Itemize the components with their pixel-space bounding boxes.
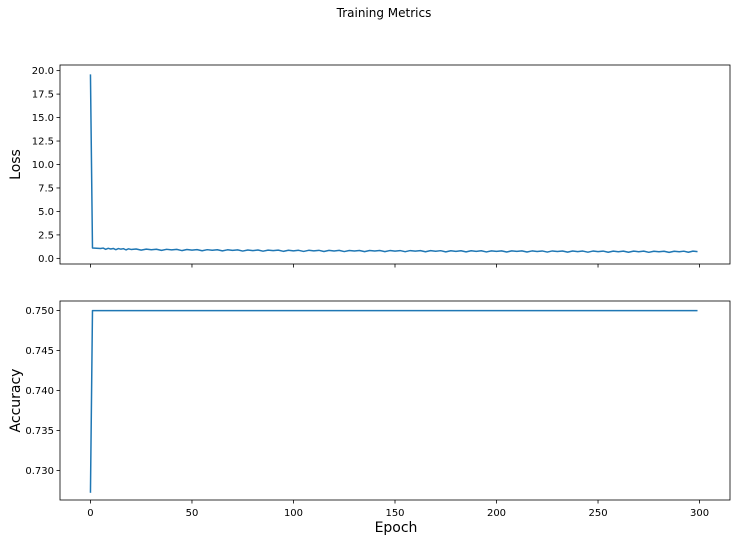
accuracy-plot-frame xyxy=(59,300,731,501)
accuracy-y-tick-label: 0.730 xyxy=(25,466,54,477)
accuracy-y-ticks: 0.730 0.735 0.740 0.745 0.750 xyxy=(25,306,60,477)
loss-y-tick-label: 20.0 xyxy=(32,66,54,77)
x-tick-label: 100 xyxy=(284,508,303,519)
x-tick-label: 50 xyxy=(186,508,199,519)
x-tick-label: 200 xyxy=(487,508,506,519)
loss-y-tick-label: 5.0 xyxy=(38,207,54,218)
loss-y-tick-label: 10.0 xyxy=(32,160,54,171)
x-tick-label: 0 xyxy=(87,508,93,519)
x-tick-label: 250 xyxy=(588,508,607,519)
accuracy-y-tick-label: 0.750 xyxy=(25,306,54,317)
loss-y-tick-label: 7.5 xyxy=(38,183,54,194)
loss-y-tick-label: 0.0 xyxy=(38,254,54,265)
accuracy-y-tick-label: 0.740 xyxy=(25,386,54,397)
loss-y-tick-label: 2.5 xyxy=(38,230,54,241)
accuracy-y-tick-label: 0.735 xyxy=(25,426,54,437)
chart-title: Training Metrics xyxy=(336,6,432,20)
loss-plot-frame xyxy=(59,64,731,265)
loss-x-ticks xyxy=(90,264,700,268)
x-tick-label: 300 xyxy=(690,508,709,519)
x-axis-label: Epoch xyxy=(375,520,418,536)
accuracy-series-line xyxy=(89,309,698,493)
accuracy-y-tick-label: 0.745 xyxy=(25,346,54,357)
loss-y-tick-label: 12.5 xyxy=(32,137,54,148)
x-tick-label: 150 xyxy=(385,508,404,519)
accuracy-x-ticks: 0 50 100 150 200 250 300 xyxy=(87,500,709,519)
accuracy-subplot: 0.730 0.735 0.740 0.745 0.750 0 50 100 150 200 25… xyxy=(8,300,731,519)
loss-subplot: 0.0 2.5 5.0 7.5 10.0 12.5 15.0 17.5 20.0 Loss xyxy=(8,64,731,268)
accuracy-axis-label: Accuracy xyxy=(8,369,24,433)
loss-y-ticks: 0.0 2.5 5.0 7.5 10.0 12.5 15.0 17.5 20.0 xyxy=(32,66,60,265)
loss-axis-label: Loss xyxy=(8,149,24,180)
loss-series-line xyxy=(89,74,698,254)
loss-y-tick-label: 17.5 xyxy=(32,90,54,101)
loss-y-tick-label: 15.0 xyxy=(32,113,54,124)
